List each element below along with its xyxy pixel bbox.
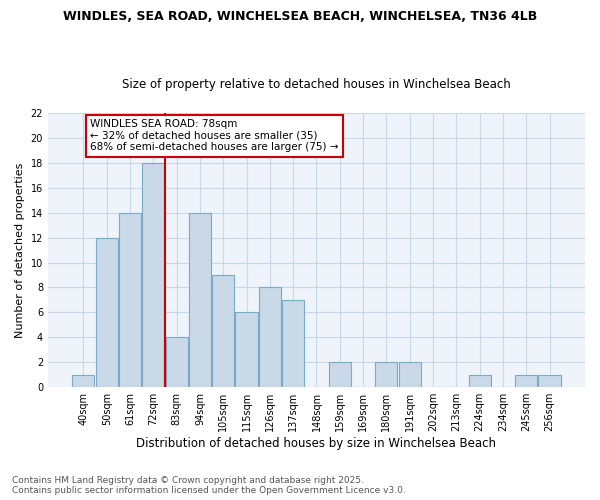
Bar [376, 362, 397, 387]
Bar [515, 374, 537, 387]
Bar [166, 338, 188, 387]
Text: Contains HM Land Registry data © Crown copyright and database right 2025.
Contai: Contains HM Land Registry data © Crown c… [12, 476, 406, 495]
Text: WINDLES, SEA ROAD, WINCHELSEA BEACH, WINCHELSEA, TN36 4LB: WINDLES, SEA ROAD, WINCHELSEA BEACH, WIN… [63, 10, 537, 23]
Bar [119, 212, 141, 387]
Bar [282, 300, 304, 387]
Bar [469, 374, 491, 387]
Y-axis label: Number of detached properties: Number of detached properties [15, 162, 25, 338]
Bar [398, 362, 421, 387]
Title: Size of property relative to detached houses in Winchelsea Beach: Size of property relative to detached ho… [122, 78, 511, 91]
Bar [95, 238, 118, 387]
Bar [235, 312, 257, 387]
Bar [259, 288, 281, 387]
Bar [142, 163, 164, 387]
Bar [212, 275, 235, 387]
Bar [538, 374, 560, 387]
X-axis label: Distribution of detached houses by size in Winchelsea Beach: Distribution of detached houses by size … [136, 437, 496, 450]
Bar [73, 374, 94, 387]
Text: WINDLES SEA ROAD: 78sqm
← 32% of detached houses are smaller (35)
68% of semi-de: WINDLES SEA ROAD: 78sqm ← 32% of detache… [91, 119, 339, 152]
Bar [329, 362, 351, 387]
Bar [189, 212, 211, 387]
